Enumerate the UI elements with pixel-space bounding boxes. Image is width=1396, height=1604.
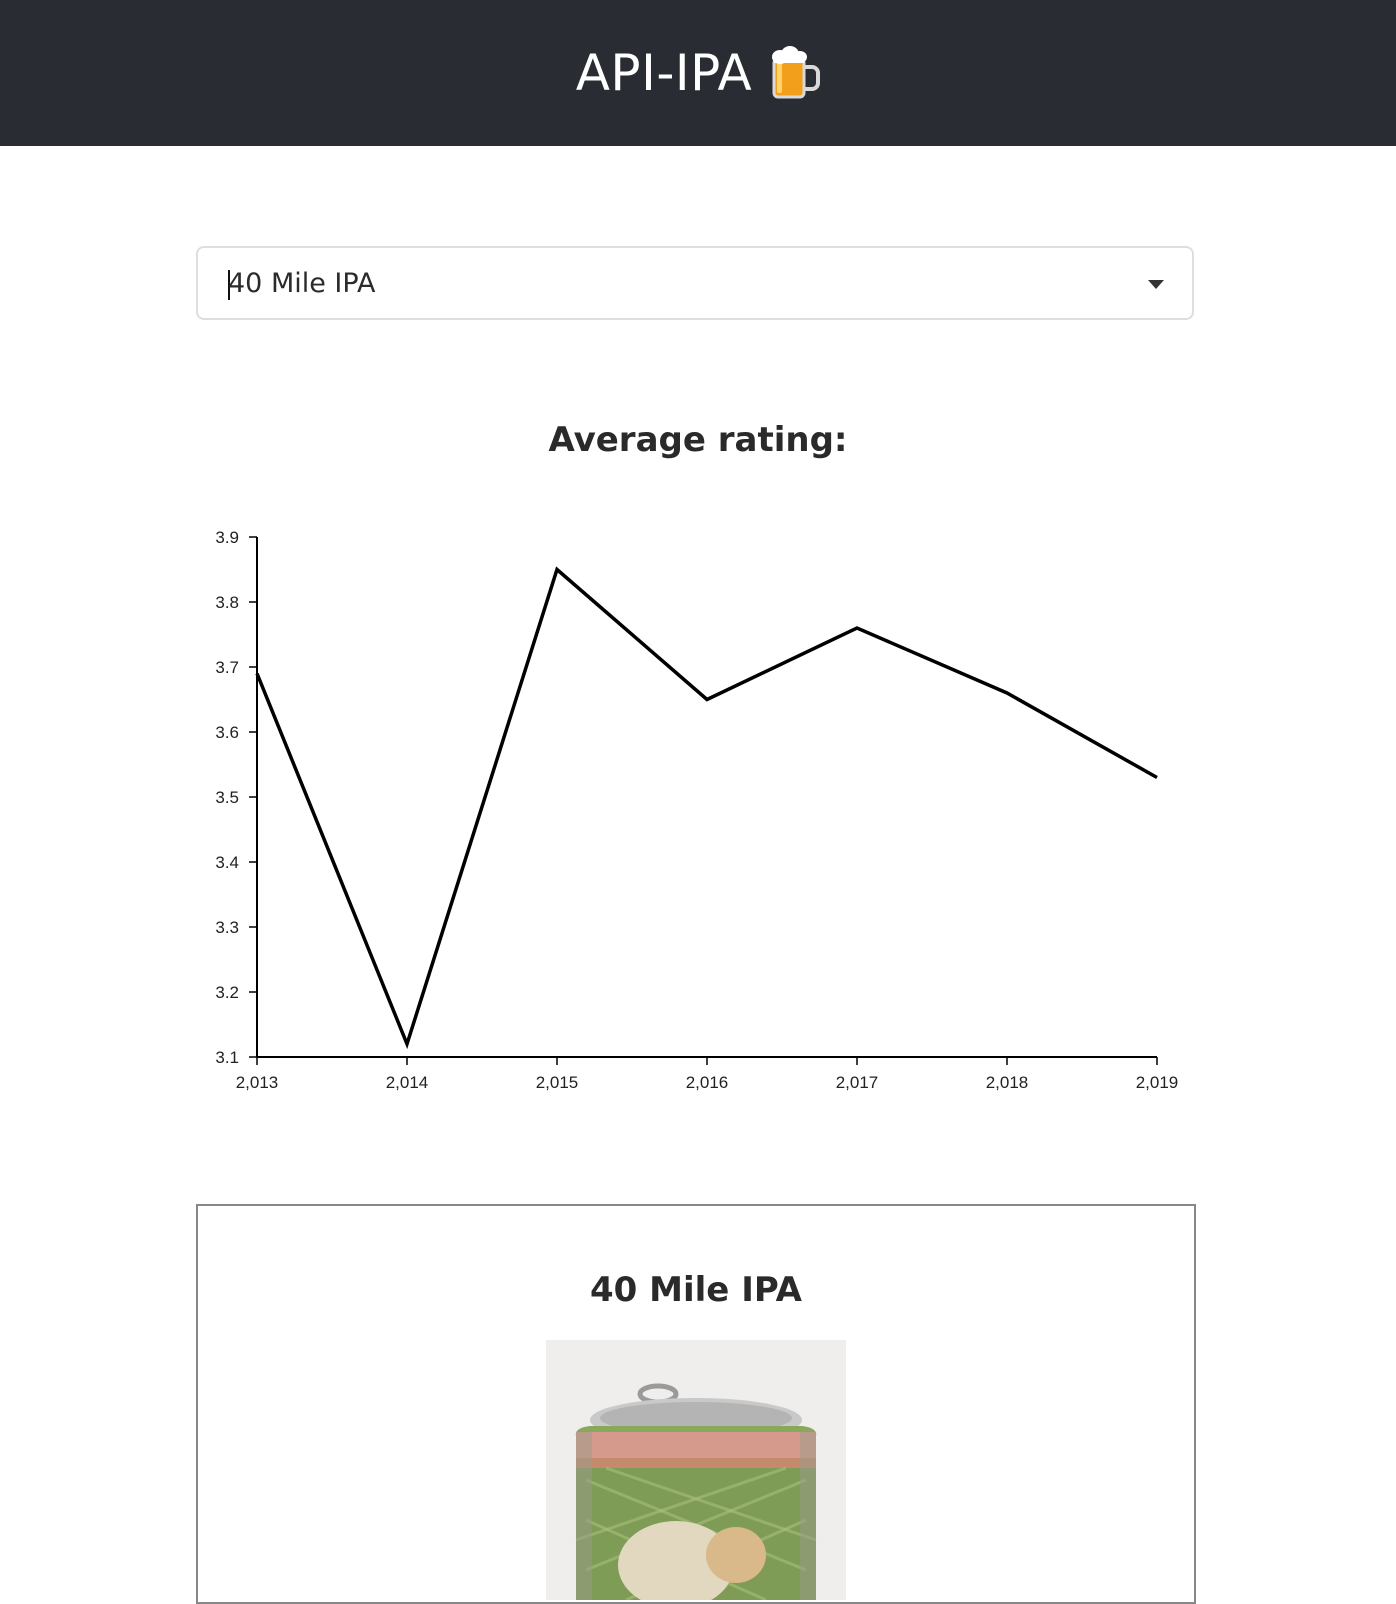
- beer-can-image: [546, 1340, 846, 1600]
- y-tick-label: 3.4: [215, 853, 239, 872]
- app-title-text: API-IPA: [576, 44, 753, 102]
- app-header: API-IPA: [0, 0, 1396, 146]
- series-layer: [257, 569, 1157, 1044]
- beer-can-photo: [546, 1340, 846, 1600]
- x-tick-label: 2,016: [686, 1073, 729, 1092]
- x-tick-label: 2,015: [536, 1073, 579, 1092]
- x-tick-label: 2,013: [236, 1073, 279, 1092]
- y-tick-label: 3.5: [215, 788, 239, 807]
- series-line: [257, 570, 1157, 1045]
- beer-mug-icon: [768, 45, 820, 101]
- x-tick-label: 2,019: [1136, 1073, 1179, 1092]
- y-tick-label: 3.2: [215, 983, 239, 1002]
- x-tick-label: 2,017: [836, 1073, 879, 1092]
- beer-select[interactable]: 40 Mile IPA: [196, 246, 1194, 320]
- y-tick-label: 3.7: [215, 658, 239, 677]
- chart-heading: Average rating:: [0, 420, 1396, 460]
- y-tick-label: 3.6: [215, 723, 239, 742]
- x-axis: 2,013 2,014 2,015 2,016 2,017 2,018 2,019: [236, 1057, 1179, 1092]
- y-tick-label: 3.1: [215, 1048, 239, 1067]
- chevron-down-icon[interactable]: [1148, 280, 1164, 289]
- y-tick-label: 3.3: [215, 918, 239, 937]
- x-tick-label: 2,014: [386, 1073, 429, 1092]
- card-title: 40 Mile IPA: [198, 1270, 1194, 1310]
- y-axis: 3.1 3.2 3.3 3.4 3.5 3.6 3.7 3.8 3.9: [215, 528, 257, 1067]
- y-tick-label: 3.9: [215, 528, 239, 547]
- app-title: API-IPA: [576, 44, 821, 102]
- y-tick-label: 3.8: [215, 593, 239, 612]
- x-tick-label: 2,018: [986, 1073, 1029, 1092]
- beer-card: 40 Mile IPA: [196, 1204, 1196, 1604]
- beer-select-value: 40 Mile IPA: [228, 268, 375, 299]
